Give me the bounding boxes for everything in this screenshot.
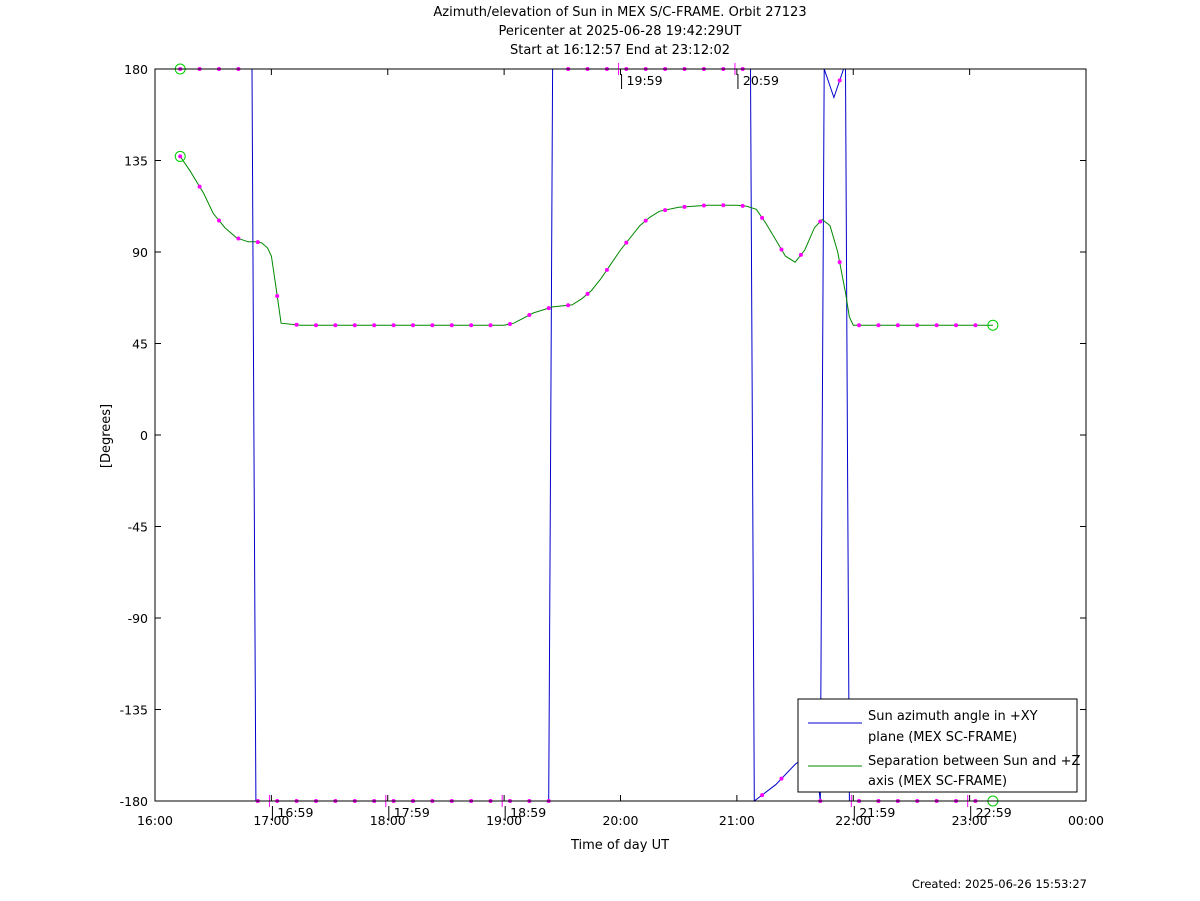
sample-point — [372, 323, 377, 328]
sample-point — [818, 219, 823, 224]
y-tick-label: 0 — [140, 428, 148, 443]
sample-point — [663, 208, 668, 213]
sample-point — [760, 793, 765, 798]
sample-point — [217, 218, 222, 223]
y-tick-label: -135 — [120, 703, 148, 718]
sample-point — [410, 323, 415, 328]
x-tick-label: 19:00 — [486, 813, 522, 828]
sample-point — [294, 322, 299, 327]
sample-point — [488, 323, 493, 328]
sample-point — [682, 204, 687, 209]
sample-point — [915, 323, 920, 328]
x-tick-label: 17:00 — [253, 813, 289, 828]
chart-title-line-2: Pericenter at 2025-06-28 19:42:29UT — [498, 24, 742, 39]
sample-point — [624, 240, 629, 245]
sample-point — [934, 323, 939, 328]
sample-point — [876, 323, 881, 328]
sample-point — [178, 154, 183, 159]
plot-frame — [154, 68, 1087, 802]
endpoint-circle — [987, 319, 999, 331]
sample-point — [857, 323, 862, 328]
orbit-marker-label: 22:59 — [976, 805, 1012, 820]
sample-point — [721, 203, 726, 208]
sample-point — [895, 323, 900, 328]
sample-point — [469, 323, 474, 328]
sample-point — [313, 323, 318, 328]
legend-label-separation-line-2: axis (MEX SC-FRAME) — [868, 774, 1007, 789]
orbit-marker-label: 18:59 — [510, 805, 546, 820]
chart-title-line-1: Azimuth/elevation of Sun in MEX S/C-FRAM… — [433, 5, 807, 20]
orbit-marker-label: 17:59 — [394, 805, 430, 820]
sample-point — [352, 323, 357, 328]
sample-point — [740, 203, 745, 208]
sample-point — [760, 215, 765, 220]
legend-box — [797, 698, 1078, 793]
legend-label-azimuth-line-2: plane (MEX SC-FRAME) — [868, 730, 1017, 745]
orbit-marker-label: 16:59 — [277, 805, 313, 820]
sample-point — [236, 236, 241, 241]
series-line-azimuth — [180, 68, 993, 803]
created-timestamp: Created: 2025-06-26 15:53:27 — [911, 877, 1087, 891]
x-tick-label: 23:00 — [952, 813, 988, 828]
sample-point — [391, 323, 396, 328]
orbit-marker-label: 21:59 — [859, 805, 895, 820]
sample-point — [604, 267, 609, 272]
x-axis-label: Time of day UT — [570, 838, 669, 853]
sample-point — [527, 313, 532, 318]
x-tick-label: 18:00 — [370, 813, 406, 828]
y-tick-label: -45 — [128, 520, 148, 535]
legend-label-separation-line-1: Separation between Sun and +Z — [868, 754, 1081, 769]
sample-point — [255, 240, 260, 245]
sample-point — [643, 218, 648, 223]
sample-point — [837, 78, 842, 83]
sample-point — [779, 776, 784, 781]
y-tick-label: -180 — [120, 794, 148, 809]
y-tick-label: -90 — [128, 611, 148, 626]
sample-point — [275, 294, 280, 299]
series-line-separation — [179, 156, 993, 326]
sample-point — [585, 291, 590, 296]
x-tick-label: 22:00 — [835, 813, 871, 828]
sample-point — [507, 321, 512, 326]
chart-title-line-3: Start at 16:12:57 End at 23:12:02 — [509, 43, 731, 58]
sample-point — [973, 323, 978, 328]
sample-point — [701, 203, 706, 208]
orbit-marker-label: 20:59 — [743, 73, 779, 88]
sample-point — [430, 323, 435, 328]
y-tick-label: 180 — [124, 62, 148, 77]
endpoint-circle — [174, 150, 186, 162]
sample-point — [197, 184, 202, 189]
y-tick-label: 45 — [132, 337, 148, 352]
sample-point — [333, 323, 338, 328]
y-tick-label: 90 — [132, 245, 148, 260]
x-tick-label: 21:00 — [719, 813, 755, 828]
x-tick-label: 00:00 — [1068, 813, 1104, 828]
y-axis-label: [Degrees] — [99, 404, 114, 468]
x-tick-label: 16:00 — [137, 813, 173, 828]
sample-point — [449, 323, 454, 328]
sample-point — [779, 247, 784, 252]
sample-point — [798, 252, 803, 257]
orbit-marker-label: 19:59 — [627, 73, 663, 88]
legend-label-azimuth-line-1: Sun azimuth angle in +XY — [868, 709, 1038, 724]
sample-point — [837, 260, 842, 265]
legend: Sun azimuth angle in +XY plane (MEX SC-F… — [797, 698, 1081, 793]
x-tick-label: 20:00 — [602, 813, 638, 828]
sample-point — [566, 303, 571, 308]
y-tick-label: 135 — [124, 154, 148, 169]
sample-point — [546, 306, 551, 311]
sample-point — [954, 323, 959, 328]
